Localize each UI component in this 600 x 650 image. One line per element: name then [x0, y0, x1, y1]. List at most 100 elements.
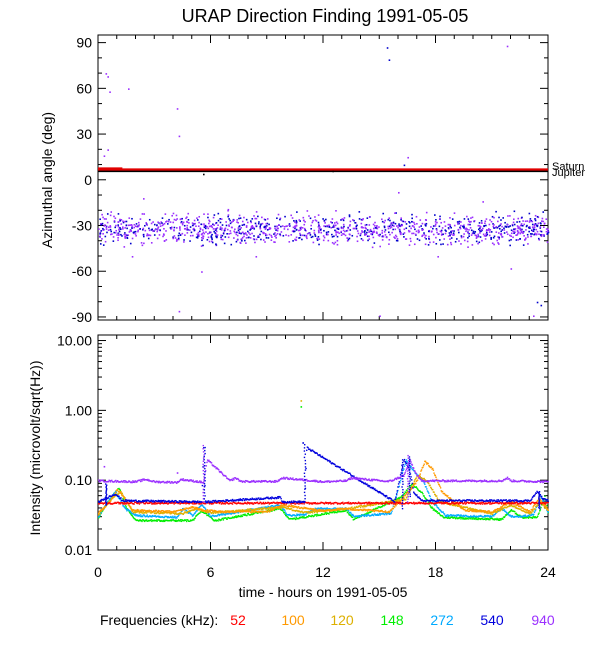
intensity-point: [504, 515, 506, 518]
azimuth-point: [450, 233, 453, 235]
intensity-point: [311, 503, 314, 505]
azimuth-y-axis-label: Azimuthal angle (deg): [39, 112, 55, 248]
intensity-point: [153, 515, 156, 518]
azimuth-point: [333, 224, 335, 227]
azimuth-point: [514, 231, 516, 234]
azimuth-point: [468, 229, 470, 231]
intensity-point: [172, 511, 174, 514]
intensity-point: [432, 467, 434, 470]
azimuth-point: [175, 240, 178, 242]
intensity-point: [185, 509, 188, 512]
intensity-point: [361, 515, 363, 517]
intensity-point: [459, 516, 461, 519]
azimuth-point: [251, 232, 253, 235]
azimuth-point: [305, 236, 308, 238]
intensity-point: [367, 502, 369, 504]
azimuth-point: [314, 219, 317, 221]
azimuth-plot-frame: [97, 34, 549, 321]
azimuth-point: [337, 228, 340, 231]
intensity-point: [174, 510, 176, 512]
intensity-point: [235, 509, 238, 512]
azimuth-point: [439, 239, 441, 241]
intensity-point: [410, 485, 412, 487]
intensity-point: [443, 513, 446, 515]
azimuth-point: [208, 222, 210, 225]
azimuth-point: [250, 227, 253, 229]
intensity-point: [239, 515, 242, 518]
azimuth-point: [488, 228, 490, 230]
azimuth-point: [317, 226, 320, 228]
azimuth-point: [157, 226, 160, 229]
azimuth-point: [200, 236, 203, 239]
azimuth-point: [470, 220, 472, 223]
azimuth-point: [280, 231, 283, 233]
intensity-point: [546, 507, 548, 509]
intensity-point: [375, 509, 377, 511]
azimuth-point: [395, 212, 397, 214]
azimuth-point: [295, 219, 298, 222]
intensity-point: [385, 512, 387, 514]
azimuth-point: [399, 230, 401, 233]
azimuth-point: [207, 236, 210, 239]
intensity-point: [413, 501, 415, 504]
intensity-point: [416, 479, 419, 481]
intensity-point: [143, 515, 146, 517]
intensity-point: [416, 502, 419, 505]
azimuth-point: [485, 231, 488, 234]
intensity-point: [513, 516, 515, 518]
intensity-point: [190, 506, 192, 508]
intensity-point: [193, 506, 195, 508]
intensity-point: [369, 501, 371, 504]
azimuth-point: [257, 236, 259, 238]
azimuth-point: [191, 224, 194, 227]
azimuth-point: [368, 224, 371, 226]
intensity-point: [122, 505, 125, 507]
azimuth-point: [189, 240, 191, 242]
intensity-point: [248, 502, 250, 504]
intensity-point: [428, 503, 430, 505]
intensity-point: [173, 503, 175, 505]
intensity-point: [484, 510, 486, 512]
intensity-point: [180, 519, 182, 521]
intensity-point: [279, 501, 282, 504]
intensity-point: [397, 500, 399, 502]
azimuth-point: [214, 232, 216, 234]
azimuth-point: [349, 224, 351, 226]
intensity-point: [141, 510, 143, 512]
intensity-point: [493, 515, 495, 517]
azimuth-point: [238, 214, 241, 217]
intensity-point: [316, 511, 318, 514]
azimuth-outlier-point: [510, 268, 513, 270]
azimuth-point: [516, 234, 519, 236]
azimuth-point: [503, 232, 506, 234]
azimuth-point: [159, 225, 162, 227]
intensity-point: [228, 511, 230, 514]
intensity-point: [250, 511, 252, 514]
azimuth-point: [114, 226, 117, 229]
azimuth-point: [276, 217, 278, 220]
intensity-point: [523, 515, 526, 517]
azimuth-point: [542, 220, 545, 223]
azimuth-point: [137, 230, 139, 233]
azimuth-point: [421, 234, 424, 237]
intensity-point: [174, 517, 177, 519]
intensity-point: [505, 504, 507, 506]
intensity-point: [365, 514, 367, 516]
intensity-point: [140, 519, 143, 522]
azimuth-point: [229, 222, 232, 225]
azimuth-point: [381, 220, 384, 223]
azimuth-point: [337, 231, 339, 233]
azimuth-point: [492, 236, 495, 239]
intensity-point: [434, 509, 436, 511]
azimuth-point: [510, 238, 512, 241]
azimuth-point: [403, 228, 406, 231]
azimuth-outlier-point: [407, 156, 409, 159]
intensity-point: [388, 503, 391, 505]
intensity-point: [312, 508, 314, 510]
azimuth-outlier-point: [379, 315, 381, 318]
azimuth-point: [143, 224, 146, 227]
intensity-point: [363, 514, 365, 517]
azimuth-point: [497, 236, 499, 238]
intensity-point: [336, 508, 338, 511]
azimuth-point: [393, 236, 395, 239]
